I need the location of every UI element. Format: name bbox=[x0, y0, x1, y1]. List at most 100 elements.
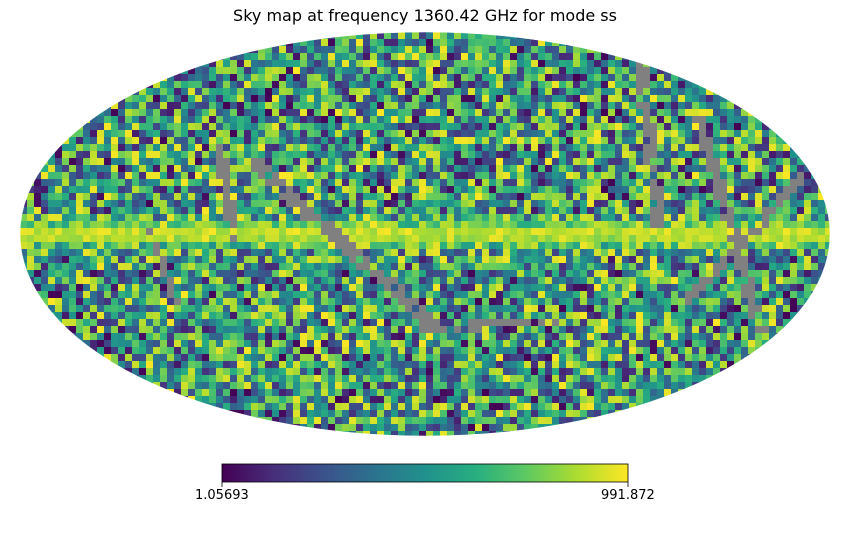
sky-pixel bbox=[531, 144, 539, 152]
masked-pixel bbox=[370, 270, 378, 278]
sky-pixel bbox=[405, 193, 413, 201]
masked-pixel bbox=[776, 193, 784, 201]
sky-pixel bbox=[615, 270, 623, 278]
sky-pixel bbox=[790, 200, 798, 208]
sky-pixel bbox=[475, 242, 483, 250]
sky-pixel bbox=[258, 340, 266, 348]
sky-pixel bbox=[461, 242, 469, 250]
sky-pixel bbox=[524, 277, 532, 285]
sky-pixel bbox=[482, 60, 490, 68]
sky-pixel bbox=[671, 354, 679, 362]
sky-pixel bbox=[685, 375, 693, 383]
sky-pixel bbox=[510, 74, 518, 82]
sky-pixel bbox=[692, 123, 700, 131]
sky-pixel bbox=[209, 116, 217, 124]
sky-pixel bbox=[762, 144, 770, 152]
sky-pixel bbox=[160, 130, 168, 138]
sky-pixel bbox=[293, 123, 301, 131]
sky-pixel bbox=[286, 368, 294, 376]
sky-pixel bbox=[335, 284, 343, 292]
masked-pixel bbox=[720, 263, 728, 271]
sky-pixel bbox=[321, 340, 329, 348]
sky-pixel bbox=[496, 32, 504, 40]
sky-pixel bbox=[342, 46, 350, 54]
sky-pixel bbox=[573, 130, 581, 138]
sky-pixel bbox=[76, 186, 84, 194]
sky-pixel bbox=[279, 172, 287, 180]
sky-pixel bbox=[132, 116, 140, 124]
sky-pixel bbox=[363, 46, 371, 54]
sky-pixel bbox=[531, 102, 539, 110]
masked-pixel bbox=[223, 207, 231, 215]
masked-pixel bbox=[489, 319, 497, 327]
sky-pixel bbox=[230, 193, 238, 201]
sky-pixel bbox=[685, 172, 693, 180]
sky-pixel bbox=[622, 116, 630, 124]
sky-pixel bbox=[475, 284, 483, 292]
sky-pixel bbox=[223, 60, 231, 68]
sky-pixel bbox=[489, 193, 497, 201]
sky-pixel bbox=[566, 375, 574, 383]
sky-pixel bbox=[685, 312, 693, 320]
sky-pixel bbox=[48, 228, 56, 236]
sky-pixel bbox=[629, 235, 637, 243]
sky-pixel bbox=[335, 277, 343, 285]
sky-pixel bbox=[552, 263, 560, 271]
sky-pixel bbox=[76, 242, 84, 250]
sky-pixel bbox=[734, 214, 742, 222]
sky-pixel bbox=[188, 193, 196, 201]
sky-pixel bbox=[69, 256, 77, 264]
sky-pixel bbox=[377, 130, 385, 138]
sky-pixel bbox=[559, 172, 567, 180]
sky-pixel bbox=[146, 242, 154, 250]
sky-pixel bbox=[188, 298, 196, 306]
sky-pixel bbox=[454, 179, 462, 187]
sky-pixel bbox=[503, 151, 511, 159]
sky-pixel bbox=[545, 298, 553, 306]
sky-pixel bbox=[629, 319, 637, 327]
sky-pixel bbox=[62, 270, 70, 278]
sky-pixel bbox=[349, 214, 357, 222]
sky-pixel bbox=[384, 375, 392, 383]
sky-pixel bbox=[237, 130, 245, 138]
sky-pixel bbox=[69, 263, 77, 271]
sky-pixel bbox=[510, 158, 518, 166]
sky-pixel bbox=[447, 207, 455, 215]
sky-pixel bbox=[62, 312, 70, 320]
sky-pixel bbox=[293, 270, 301, 278]
sky-pixel bbox=[426, 144, 434, 152]
sky-pixel bbox=[790, 228, 798, 236]
sky-pixel bbox=[601, 193, 609, 201]
sky-pixel bbox=[405, 53, 413, 61]
sky-pixel bbox=[454, 193, 462, 201]
sky-pixel bbox=[160, 123, 168, 131]
sky-pixel bbox=[524, 361, 532, 369]
sky-pixel bbox=[104, 228, 112, 236]
sky-pixel bbox=[461, 284, 469, 292]
sky-pixel bbox=[594, 270, 602, 278]
sky-pixel bbox=[363, 270, 371, 278]
sky-pixel bbox=[286, 333, 294, 341]
sky-pixel bbox=[545, 207, 553, 215]
sky-pixel bbox=[503, 130, 511, 138]
sky-pixel bbox=[328, 46, 336, 54]
sky-pixel bbox=[671, 214, 679, 222]
sky-pixel bbox=[587, 95, 595, 103]
sky-pixel bbox=[216, 368, 224, 376]
sky-pixel bbox=[391, 319, 399, 327]
sky-pixel bbox=[482, 46, 490, 54]
sky-pixel bbox=[349, 263, 357, 271]
sky-pixel bbox=[419, 32, 427, 40]
sky-pixel bbox=[713, 200, 721, 208]
sky-pixel bbox=[314, 95, 322, 103]
sky-pixel bbox=[363, 200, 371, 208]
sky-pixel bbox=[153, 158, 161, 166]
sky-pixel bbox=[531, 46, 539, 54]
sky-pixel bbox=[552, 102, 560, 110]
sky-pixel bbox=[370, 256, 378, 264]
sky-pixel bbox=[104, 200, 112, 208]
sky-pixel bbox=[286, 354, 294, 362]
sky-pixel bbox=[657, 81, 665, 89]
sky-pixel bbox=[454, 32, 462, 40]
sky-pixel bbox=[160, 186, 168, 194]
